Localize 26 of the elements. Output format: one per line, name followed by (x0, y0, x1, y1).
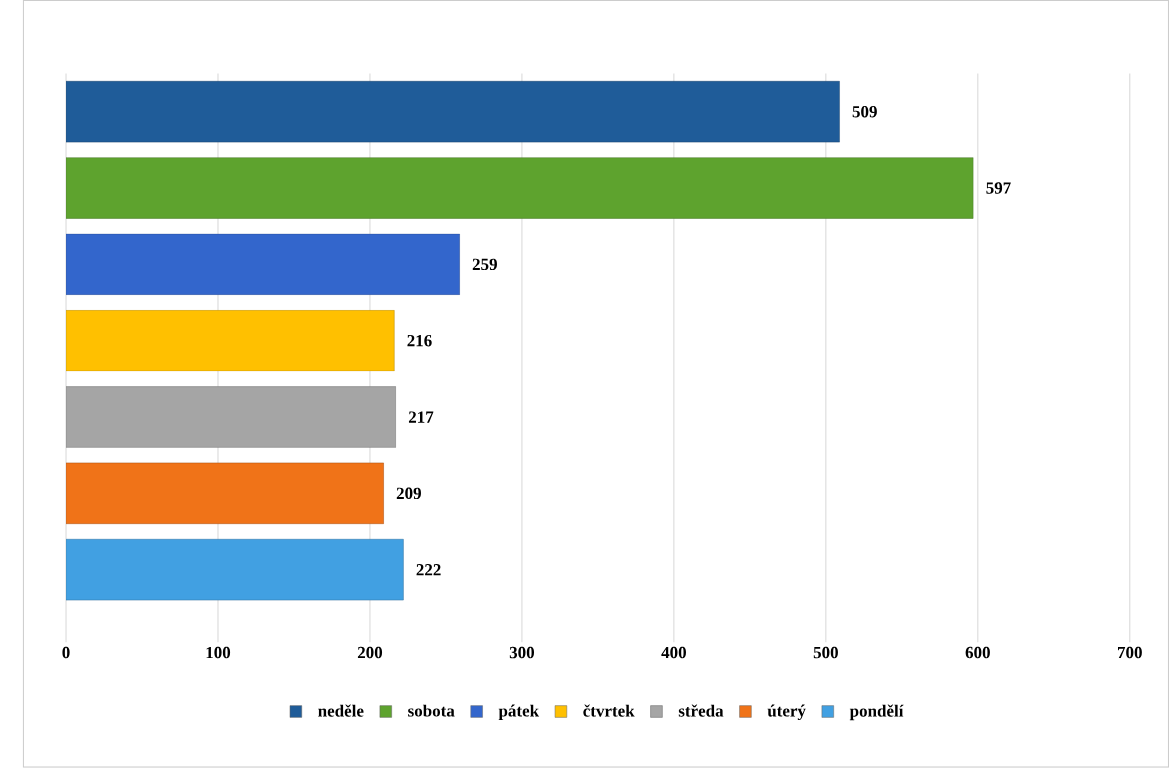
legend-label: sobota (408, 704, 455, 717)
data-label: 209 (396, 487, 421, 500)
data-label: 259 (472, 258, 497, 271)
x-tick-label: 400 (661, 646, 686, 659)
legend-label: středa (678, 704, 724, 717)
legend-label: úterý (767, 704, 806, 721)
data-label: 509 (852, 106, 877, 118)
bar (66, 539, 404, 601)
x-tick-label: 200 (357, 646, 383, 659)
x-tick-label: 100 (206, 646, 231, 659)
bar (66, 462, 384, 525)
x-tick-label: 500 (813, 646, 838, 659)
bar (66, 233, 460, 296)
legend-label: čtvrtek (583, 704, 635, 717)
data-label: 222 (416, 564, 441, 576)
legend-label: pátek (498, 704, 540, 721)
data-label: 216 (407, 335, 432, 347)
x-tick-label: 0 (62, 646, 70, 659)
data-label: 217 (408, 411, 434, 423)
bar (66, 310, 395, 372)
x-tick-label: 700 (1118, 646, 1142, 659)
legend-label: neděle (318, 704, 364, 717)
data-label: 597 (986, 182, 1011, 194)
legend-label: pondělí (849, 704, 904, 721)
x-tick-label: 600 (965, 646, 990, 659)
x-tick-label: 300 (509, 646, 535, 659)
